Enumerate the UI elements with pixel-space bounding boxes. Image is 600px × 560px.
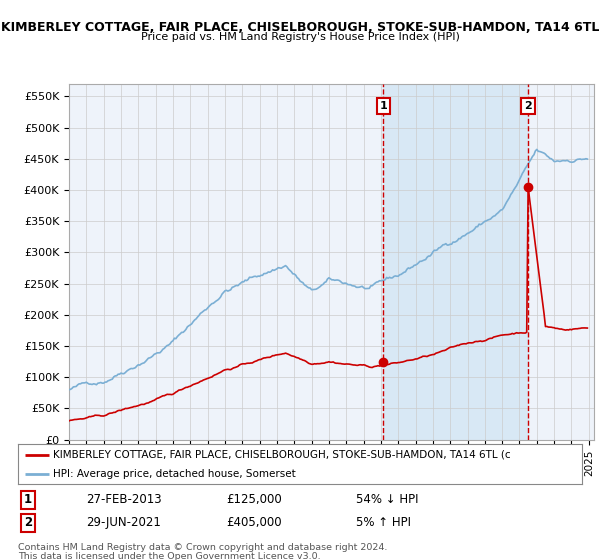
Text: £405,000: £405,000 [227,516,283,529]
Text: £125,000: £125,000 [227,493,283,506]
Text: 2: 2 [524,101,532,111]
Text: Price paid vs. HM Land Registry's House Price Index (HPI): Price paid vs. HM Land Registry's House … [140,32,460,43]
Text: Contains HM Land Registry data © Crown copyright and database right 2024.: Contains HM Land Registry data © Crown c… [18,543,388,552]
Text: 2: 2 [24,516,32,529]
Bar [383,84,528,440]
Text: 5% ↑ HPI: 5% ↑ HPI [356,516,412,529]
Text: 1: 1 [24,493,32,506]
Text: This data is licensed under the Open Government Licence v3.0.: This data is licensed under the Open Gov… [18,552,320,560]
Text: 27-FEB-2013: 27-FEB-2013 [86,493,161,506]
Text: 1: 1 [380,101,388,111]
Text: 54% ↓ HPI: 54% ↓ HPI [356,493,419,506]
Text: KIMBERLEY COTTAGE, FAIR PLACE, CHISELBOROUGH, STOKE-SUB-HAMDON, TA14 6TL (c: KIMBERLEY COTTAGE, FAIR PLACE, CHISELBOR… [53,450,511,460]
Text: KIMBERLEY COTTAGE, FAIR PLACE, CHISELBOROUGH, STOKE-SUB-HAMDON, TA14 6TL: KIMBERLEY COTTAGE, FAIR PLACE, CHISELBOR… [1,21,599,34]
Text: 29-JUN-2021: 29-JUN-2021 [86,516,161,529]
Text: HPI: Average price, detached house, Somerset: HPI: Average price, detached house, Some… [53,469,296,478]
